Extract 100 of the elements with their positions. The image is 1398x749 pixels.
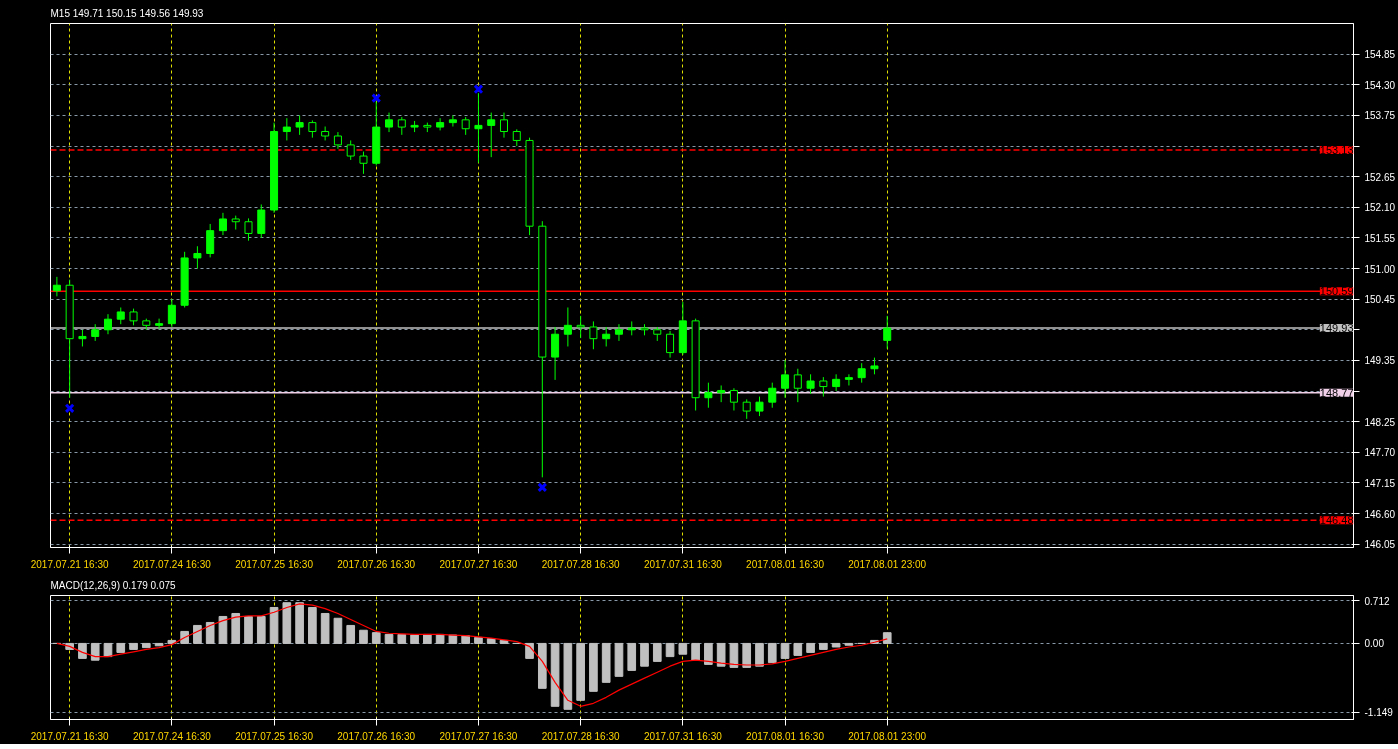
bar — [129, 642, 138, 650]
bar — [244, 615, 253, 644]
bar — [601, 642, 611, 683]
bar — [729, 642, 739, 668]
point — [473, 84, 484, 95]
bar — [205, 621, 215, 644]
x-tick-label: 2017.07.27 16:30 — [439, 730, 518, 742]
candlestick — [832, 373, 841, 392]
x-tick-label: 2017.07.25 16:30 — [235, 558, 314, 570]
x-tick-label: 2017.07.21 16:30 — [30, 558, 110, 570]
y-tick-label: -1.149 — [1364, 707, 1394, 719]
bar — [78, 642, 87, 659]
bar — [882, 632, 892, 644]
bar — [384, 633, 394, 644]
candlestick — [206, 223, 215, 258]
bar — [576, 642, 585, 701]
candlestick — [563, 307, 572, 347]
candlestick — [844, 373, 853, 386]
bar — [831, 642, 841, 648]
bar — [282, 602, 292, 644]
candlestick — [768, 382, 777, 409]
point — [64, 403, 75, 414]
ref-line-label: 150.59 — [1319, 285, 1354, 298]
candlestick — [257, 203, 266, 239]
bar — [652, 642, 662, 662]
candlestick — [666, 330, 675, 359]
bar — [537, 642, 547, 689]
bar — [640, 642, 649, 667]
x-tick-label: 2017.07.31 16:30 — [643, 558, 723, 570]
candlestick — [295, 114, 304, 136]
bar — [116, 642, 126, 653]
bar — [333, 617, 343, 644]
candlestick — [448, 114, 457, 128]
y-tick-label: 149.35 — [1364, 355, 1396, 367]
candlestick — [167, 298, 176, 328]
candlestick — [793, 368, 802, 403]
candlestick — [282, 117, 291, 141]
x-tick-label: 2017.07.31 16:30 — [643, 730, 723, 742]
bar — [819, 642, 828, 650]
bar — [614, 642, 624, 677]
candlestick — [193, 245, 202, 270]
y-tick-label: 154.85 — [1364, 49, 1396, 61]
y-tick-label: 146.60 — [1364, 508, 1396, 520]
candlestick — [346, 139, 355, 161]
candlestick — [742, 398, 751, 420]
bar — [141, 642, 151, 649]
bar — [665, 642, 675, 658]
y-tick-label: 151.55 — [1364, 232, 1396, 244]
bar — [486, 638, 496, 644]
bar — [269, 606, 279, 644]
bar — [320, 612, 330, 644]
candlestick — [857, 362, 866, 384]
candlestick — [883, 315, 892, 350]
candlestick — [819, 376, 828, 398]
ref-line-label: 146.48 — [1319, 514, 1354, 527]
y-tick-label: 152.10 — [1364, 202, 1396, 214]
y-tick-label: 154.30 — [1364, 79, 1396, 91]
y-tick-label: 151.00 — [1364, 263, 1396, 275]
y-tick-label: 147.70 — [1364, 447, 1396, 459]
bar — [589, 642, 598, 692]
bar — [793, 642, 803, 656]
bar — [474, 636, 483, 644]
candlestick — [781, 359, 790, 399]
x-tick-label: 2017.08.01 23:00 — [848, 730, 927, 742]
y-tick-label: 153.75 — [1364, 110, 1396, 122]
bar — [397, 633, 407, 644]
bar — [346, 624, 356, 644]
x-tick-label: 2017.07.28 16:30 — [541, 730, 621, 742]
candlestick — [218, 212, 227, 236]
point — [537, 482, 548, 493]
y-tick-label: 148.25 — [1364, 416, 1396, 428]
x-tick-label: 2017.07.27 16:30 — [439, 558, 518, 570]
bar — [218, 615, 228, 644]
x-tick-label: 2017.07.21 16:30 — [30, 730, 110, 742]
bar — [256, 615, 266, 644]
x-tick-label: 2017.07.24 16:30 — [132, 558, 212, 570]
bar — [410, 634, 419, 644]
candlestick — [487, 112, 496, 158]
bar — [780, 642, 790, 659]
bar — [90, 642, 100, 661]
point — [371, 93, 382, 104]
bar — [627, 642, 637, 671]
bar — [755, 642, 764, 667]
candlestick — [589, 320, 598, 350]
x-tick-label: 2017.07.26 16:30 — [337, 730, 416, 742]
bar — [371, 632, 381, 644]
candlestick — [755, 396, 764, 417]
x-tick-label: 2017.07.26 16:30 — [337, 558, 416, 570]
ref-line-label: 149.93 — [1319, 322, 1354, 335]
x-tick-label: 2017.08.01 16:30 — [746, 558, 825, 570]
bar — [193, 624, 202, 644]
x-tick-label: 2017.08.01 16:30 — [746, 730, 825, 742]
candlestick — [602, 326, 611, 347]
candlestick — [806, 373, 815, 395]
bar — [308, 606, 317, 644]
bar — [742, 642, 752, 668]
bar — [767, 642, 777, 664]
bar — [691, 642, 700, 661]
y-tick-label: 147.15 — [1364, 477, 1396, 489]
candlestick — [729, 387, 738, 412]
